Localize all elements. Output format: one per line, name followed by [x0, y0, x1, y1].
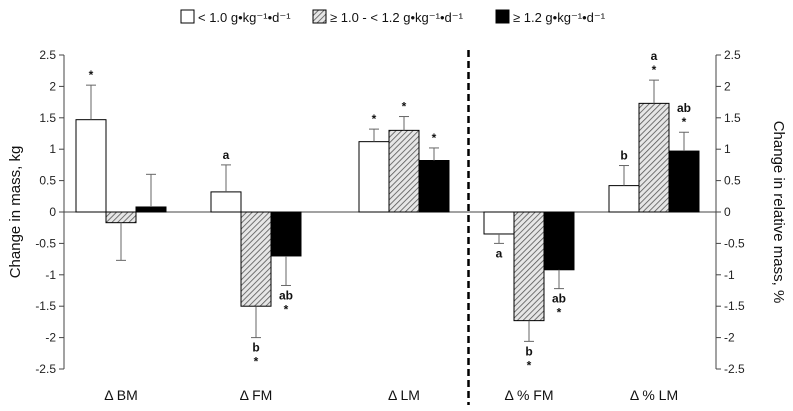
- bar-mid-2: [388, 129, 420, 213]
- bar-high-2: [418, 160, 450, 213]
- annotation-mid-1: b: [252, 341, 259, 355]
- annotation-mid-4: a: [651, 49, 658, 63]
- right-tick-label: 1: [724, 142, 731, 156]
- left-tick-label: -1.5: [35, 299, 56, 313]
- bar-low-1: [210, 191, 242, 213]
- annotation-high-1: ab: [279, 288, 293, 302]
- annotation-mid-4: *: [652, 63, 657, 77]
- annotation-low-0: *: [89, 68, 94, 82]
- annotation-high-3: *: [557, 306, 562, 320]
- bar-mid-0: [105, 211, 137, 224]
- category-label: Δ LM: [388, 387, 420, 403]
- right-tick-label: 2.5: [724, 48, 741, 62]
- bar-low-0: [75, 119, 107, 213]
- annotation-mid-2: *: [402, 100, 407, 114]
- left-tick-label: 2: [49, 79, 56, 93]
- left-tick-label: -2: [45, 331, 56, 345]
- left-tick-label: 2.5: [39, 48, 56, 62]
- right-tick-label: -2.5: [724, 362, 745, 376]
- legend-label-high: ≥ 1.2 g•kg⁻¹•d⁻¹: [513, 10, 606, 25]
- annotation-high-2: *: [432, 131, 437, 145]
- right-tick-label: 1.5: [724, 111, 741, 125]
- bar-low-2: [358, 141, 390, 213]
- annotation-low-4: b: [620, 149, 627, 163]
- category-label: Δ FM: [240, 387, 273, 403]
- category-label: Δ % FM: [504, 387, 553, 403]
- annotation-high-3: ab: [552, 292, 566, 306]
- left-tick-label: 0: [49, 205, 56, 219]
- left-axis-title: Change in mass, kg: [7, 146, 24, 279]
- annotation-low-3: a: [496, 246, 503, 260]
- right-tick-label: -1: [724, 268, 735, 282]
- legend-label-mid: ≥ 1.0 - < 1.2 g•kg⁻¹•d⁻¹: [330, 10, 464, 25]
- annotation-mid-3: *: [527, 358, 532, 372]
- bar-mid-3: [513, 211, 545, 322]
- legend-swatch-high: [495, 9, 510, 24]
- annotation-high-1: *: [284, 302, 289, 316]
- right-tick-label: -1.5: [724, 299, 745, 313]
- bar-mid-4: [638, 102, 670, 213]
- annotation-high-4: *: [682, 115, 687, 129]
- left-tick-label: 1.5: [39, 111, 56, 125]
- legend-label-low: < 1.0 g•kg⁻¹•d⁻¹: [198, 10, 291, 25]
- right-tick-label: 2: [724, 79, 731, 93]
- right-tick-label: 0: [724, 205, 731, 219]
- category-label: Δ BM: [104, 387, 137, 403]
- right-tick-label: 0.5: [724, 174, 741, 188]
- bar-high-1: [270, 211, 302, 257]
- annotation-mid-1: *: [254, 355, 259, 369]
- left-tick-label: -2.5: [35, 362, 56, 376]
- left-tick-label: 0.5: [39, 174, 56, 188]
- bar-high-4: [668, 150, 700, 213]
- legend-swatch-low: [180, 9, 195, 24]
- bar-mid-1: [240, 211, 272, 307]
- bar-high-3: [543, 211, 575, 271]
- annotation-low-2: *: [372, 112, 377, 126]
- left-tick-label: 1: [49, 142, 56, 156]
- right-axis-title: Change in relative mass, %: [770, 121, 787, 304]
- category-label: Δ % LM: [630, 387, 678, 403]
- left-tick-label: -1: [45, 268, 56, 282]
- legend-swatch-mid: [312, 9, 327, 24]
- annotation-mid-3: b: [525, 344, 532, 358]
- left-tick-label: -0.5: [35, 236, 56, 250]
- annotation-high-4: ab: [677, 101, 691, 115]
- bar-low-4: [608, 185, 640, 213]
- bar-low-3: [483, 211, 515, 235]
- right-tick-label: -2: [724, 331, 735, 345]
- right-tick-label: -0.5: [724, 236, 745, 250]
- annotation-low-1: a: [223, 148, 230, 162]
- bar-high-0: [135, 206, 167, 213]
